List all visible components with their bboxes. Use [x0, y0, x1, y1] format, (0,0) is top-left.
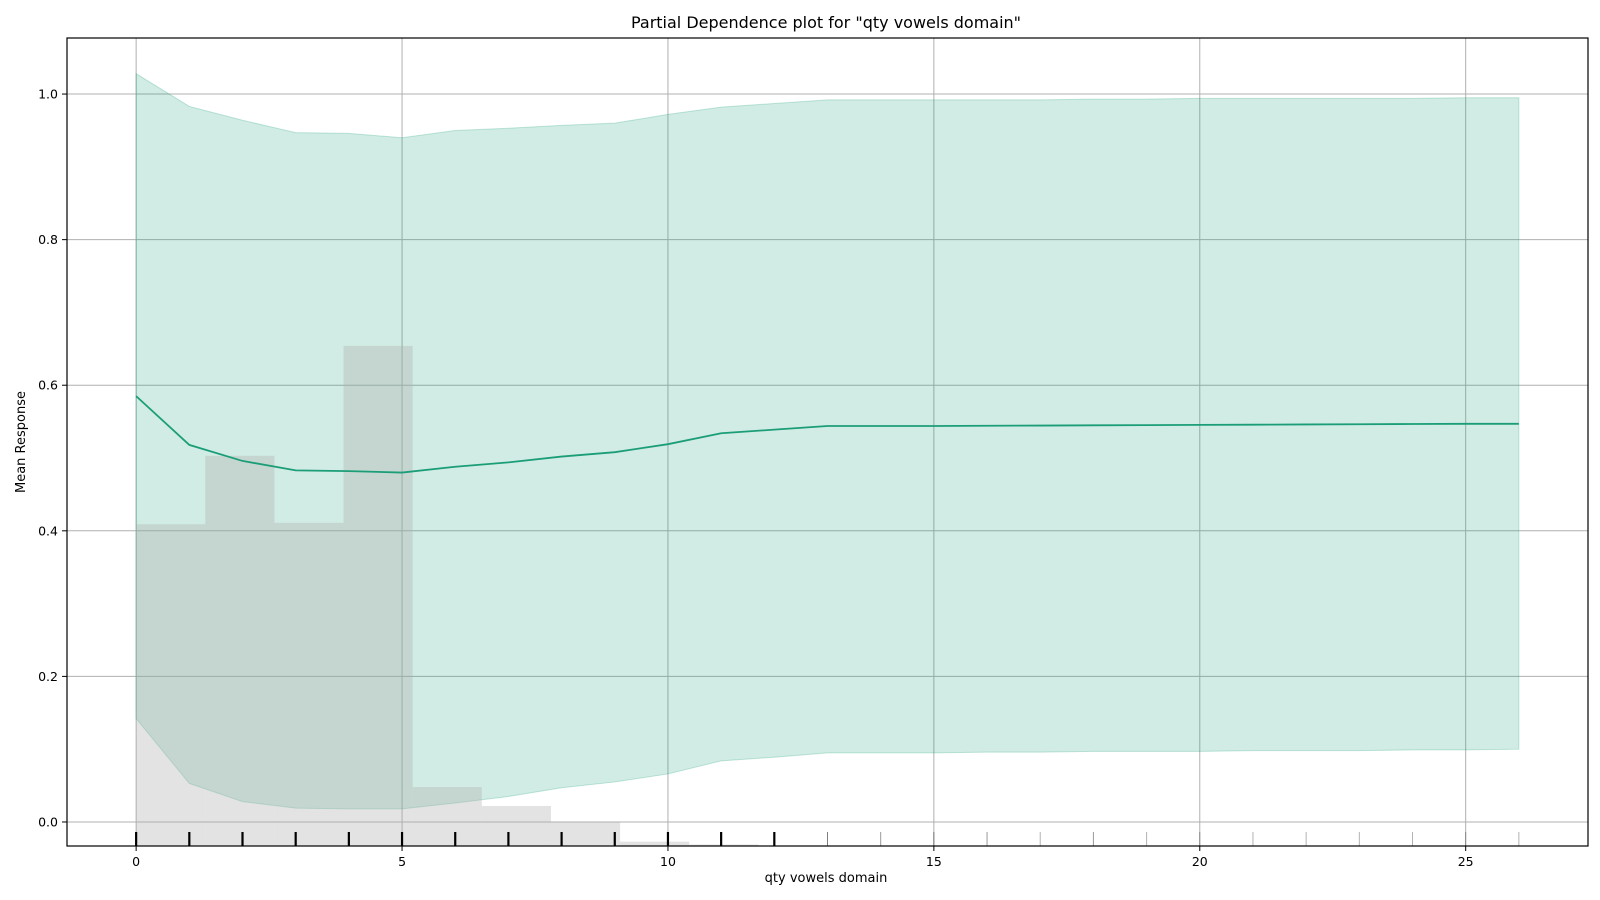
histogram-bar-4	[412, 787, 482, 846]
grid	[67, 38, 1588, 846]
y-ticks: 0.0 0.2 0.4 0.6 0.8 1.0	[38, 87, 67, 829]
mean-response-line	[135, 395, 1519, 474]
x-ticks: 0 5 10 15 20 25	[132, 846, 1474, 869]
x-tick-label-3: 15	[926, 854, 942, 869]
y-tick-label-3: 0.6	[38, 378, 58, 393]
x-tick-label-1: 5	[398, 854, 406, 869]
x-tick-label-2: 10	[660, 854, 676, 869]
histogram	[136, 345, 759, 846]
y-tick-label-5: 1.0	[38, 87, 58, 102]
x-tick-label-5: 25	[1458, 854, 1474, 869]
y-axis-label: Mean Response	[14, 391, 29, 493]
histogram-bar-2	[274, 522, 344, 846]
confidence-band	[135, 72, 1520, 810]
mean-response-line-group	[135, 395, 1519, 474]
confidence-band-area	[135, 72, 1520, 810]
histogram-bar-3	[343, 345, 413, 846]
rug-marks	[135, 832, 1520, 846]
histogram-bar-1	[205, 455, 275, 846]
x-axis-label: qty vowels domain	[765, 871, 888, 886]
chart-title: Partial Dependence plot for "qty vowels …	[631, 13, 1021, 32]
y-tick-label-4: 0.8	[38, 232, 58, 247]
y-tick-label-1: 0.2	[38, 669, 58, 684]
x-tick-label-0: 0	[132, 854, 140, 869]
plot-frame	[66, 37, 1589, 847]
x-tick-label-4: 20	[1192, 854, 1208, 869]
y-tick-label-2: 0.4	[38, 523, 58, 538]
histogram-bar-7	[620, 841, 690, 846]
histogram-bar-8	[689, 844, 759, 846]
y-tick-label-0: 0.0	[38, 814, 58, 829]
histogram-bar-0	[136, 524, 206, 846]
histogram-bar-5	[481, 805, 551, 846]
